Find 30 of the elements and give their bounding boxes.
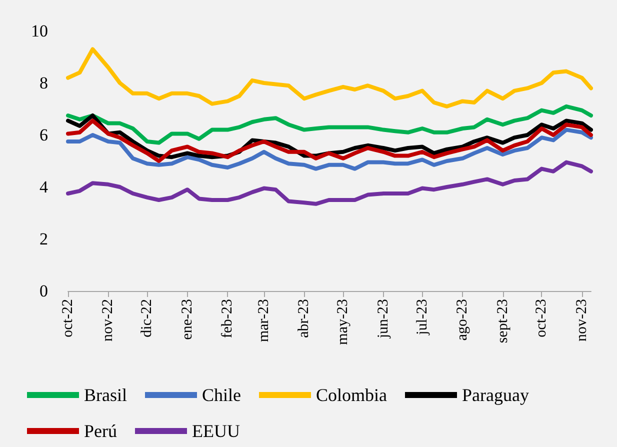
x-tick-label: ago-23: [454, 299, 471, 341]
line-series: [66, 104, 593, 145]
legend-label: Chile: [202, 385, 242, 405]
legend-label: Paraguay: [462, 385, 529, 405]
x-tick-label: dic-22: [139, 299, 156, 338]
y-tick-label: 8: [40, 74, 48, 92]
x-tick-label: oct-23: [534, 299, 550, 338]
legend-label: Perú: [84, 421, 117, 441]
x-tick-label: mar-23: [256, 299, 272, 342]
y-tick-label: 4: [40, 178, 48, 196]
x-tick-label: sept-23: [494, 299, 511, 344]
y-tick-label: 0: [40, 282, 48, 300]
x-tick-label: oct-22: [60, 299, 76, 338]
x-tick-label: ene-23: [179, 299, 196, 340]
y-tick-label: 6: [40, 126, 48, 144]
line-series: [66, 128, 593, 171]
line-series: [66, 160, 593, 206]
x-tick-label: nov-22: [100, 299, 116, 342]
legend-label: Colombia: [316, 385, 387, 405]
legend-label: Brasil: [84, 385, 127, 405]
x-tick-label: may-23: [335, 299, 352, 345]
x-tick-label: nov-23: [574, 299, 590, 342]
x-tick-label: jul-23: [414, 299, 430, 336]
x-tick-label: feb-23: [220, 299, 236, 338]
x-tick-label: jun-23: [375, 299, 392, 340]
x-tick-label: abr-23: [296, 299, 312, 338]
y-tick-label: 10: [31, 22, 48, 40]
legend-label: EEUU: [192, 421, 240, 441]
line-series: [66, 47, 593, 108]
y-tick-label: 2: [40, 230, 48, 248]
